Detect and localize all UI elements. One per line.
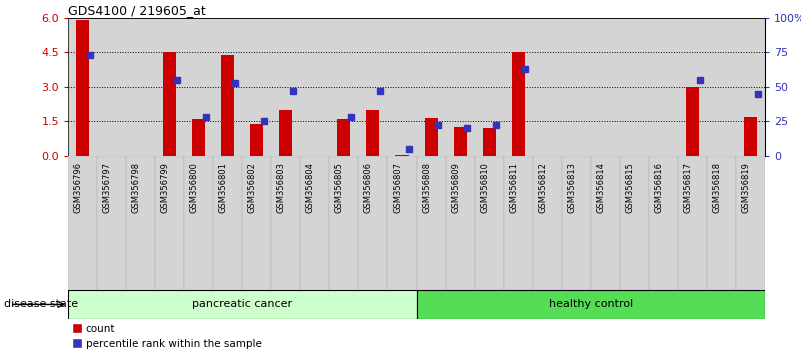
- Bar: [366, 110, 380, 156]
- Bar: [97, 156, 127, 290]
- Text: GSM356808: GSM356808: [422, 162, 431, 213]
- Bar: [474, 156, 504, 290]
- Bar: [300, 18, 329, 156]
- Bar: [359, 156, 388, 290]
- Text: GSM356807: GSM356807: [393, 162, 402, 213]
- Bar: [504, 18, 533, 156]
- Bar: [68, 18, 97, 156]
- Bar: [242, 18, 272, 156]
- Text: GSM356814: GSM356814: [596, 162, 606, 213]
- Text: GSM356818: GSM356818: [712, 162, 722, 213]
- Text: GSM356805: GSM356805: [335, 162, 344, 213]
- Text: GSM356811: GSM356811: [509, 162, 518, 213]
- Bar: [533, 156, 562, 290]
- Bar: [388, 18, 417, 156]
- Bar: [649, 18, 678, 156]
- Bar: [250, 124, 264, 156]
- Bar: [736, 156, 765, 290]
- Bar: [417, 290, 765, 319]
- Text: GSM356801: GSM356801: [219, 162, 227, 213]
- Text: GSM356802: GSM356802: [248, 162, 257, 213]
- Bar: [620, 18, 649, 156]
- Bar: [533, 18, 562, 156]
- Bar: [192, 119, 205, 156]
- Text: GSM356810: GSM356810: [480, 162, 489, 213]
- Bar: [163, 52, 176, 156]
- Text: GSM356804: GSM356804: [306, 162, 315, 213]
- Bar: [329, 18, 359, 156]
- Bar: [213, 156, 242, 290]
- Bar: [76, 20, 89, 156]
- Bar: [562, 156, 590, 290]
- Bar: [504, 156, 533, 290]
- Text: GSM356815: GSM356815: [626, 162, 634, 213]
- Text: GSM356809: GSM356809: [451, 162, 460, 213]
- Text: GSM356800: GSM356800: [190, 162, 199, 213]
- Text: GSM356803: GSM356803: [277, 162, 286, 213]
- Bar: [242, 156, 272, 290]
- Text: GSM356813: GSM356813: [567, 162, 576, 213]
- Bar: [127, 156, 155, 290]
- Bar: [127, 18, 155, 156]
- Bar: [678, 156, 706, 290]
- Bar: [329, 156, 359, 290]
- Bar: [272, 18, 300, 156]
- Bar: [706, 156, 736, 290]
- Text: healthy control: healthy control: [549, 299, 633, 309]
- Text: GSM356812: GSM356812: [538, 162, 547, 213]
- Text: GSM356796: GSM356796: [74, 162, 83, 213]
- Bar: [359, 18, 388, 156]
- Bar: [280, 110, 292, 156]
- Bar: [396, 155, 409, 156]
- Bar: [68, 156, 97, 290]
- Bar: [512, 52, 525, 156]
- Bar: [590, 18, 620, 156]
- Bar: [678, 18, 706, 156]
- Text: GSM356797: GSM356797: [103, 162, 111, 213]
- Bar: [474, 18, 504, 156]
- Bar: [445, 156, 474, 290]
- Bar: [445, 18, 474, 156]
- Bar: [744, 117, 757, 156]
- Bar: [300, 156, 329, 290]
- Bar: [417, 156, 445, 290]
- Bar: [184, 18, 213, 156]
- Bar: [562, 18, 590, 156]
- Bar: [590, 156, 620, 290]
- Text: GSM356819: GSM356819: [742, 162, 751, 213]
- Bar: [337, 119, 351, 156]
- Text: GSM356806: GSM356806: [364, 162, 373, 213]
- Bar: [155, 18, 184, 156]
- Bar: [272, 156, 300, 290]
- Bar: [68, 290, 417, 319]
- Bar: [417, 18, 445, 156]
- Bar: [620, 156, 649, 290]
- Bar: [482, 128, 496, 156]
- Bar: [425, 118, 437, 156]
- Text: GSM356799: GSM356799: [161, 162, 170, 213]
- Bar: [388, 156, 417, 290]
- Text: pancreatic cancer: pancreatic cancer: [192, 299, 292, 309]
- Text: GSM356817: GSM356817: [683, 162, 692, 213]
- Text: GDS4100 / 219605_at: GDS4100 / 219605_at: [68, 4, 206, 17]
- Bar: [97, 18, 127, 156]
- Text: GSM356798: GSM356798: [131, 162, 141, 213]
- Bar: [453, 127, 467, 156]
- Legend: count, percentile rank within the sample: count, percentile rank within the sample: [74, 324, 262, 349]
- Bar: [649, 156, 678, 290]
- Bar: [736, 18, 765, 156]
- Bar: [184, 156, 213, 290]
- Text: GSM356816: GSM356816: [654, 162, 663, 213]
- Bar: [706, 18, 736, 156]
- Bar: [221, 55, 235, 156]
- Bar: [686, 87, 699, 156]
- Bar: [213, 18, 242, 156]
- Bar: [155, 156, 184, 290]
- Text: disease state: disease state: [4, 299, 78, 309]
